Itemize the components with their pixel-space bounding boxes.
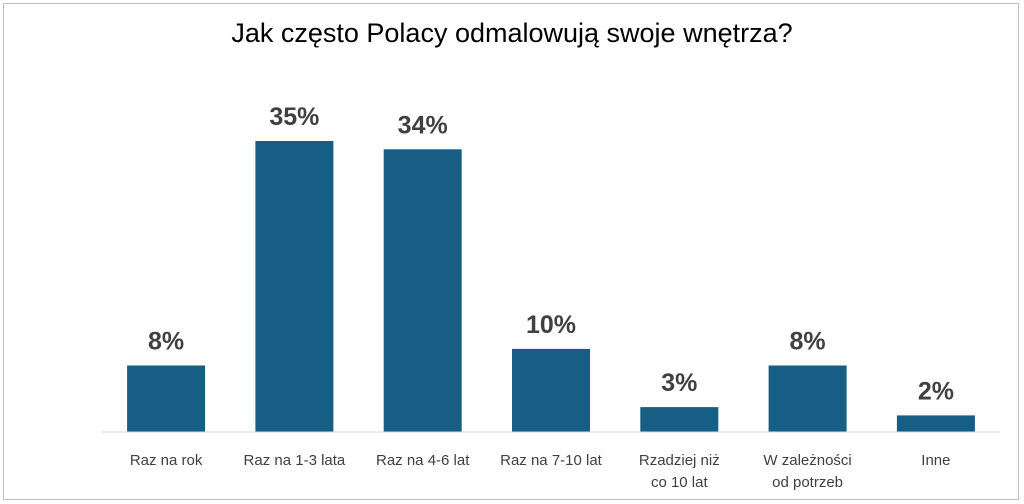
bar-4 [640, 407, 719, 432]
chart-title: Jak często Polacy odmalowują swoje wnętr… [231, 18, 793, 48]
category-label-3: Raz na 7-10 lat [500, 452, 603, 469]
bar-2 [383, 149, 462, 433]
category-label-0: Raz na rok [130, 452, 203, 469]
category-label-5-line-0: W zależności [763, 452, 851, 469]
value-label-5: 8% [790, 328, 826, 356]
category-label-1: Raz na 1-3 lata [244, 452, 346, 469]
bar-0 [127, 365, 206, 432]
category-label-6: Inne [921, 452, 950, 469]
value-label-4: 3% [661, 369, 697, 397]
value-label-3: 10% [526, 311, 576, 339]
category-label-4-line-1: co 10 lat [651, 474, 709, 491]
value-label-6: 2% [918, 377, 954, 405]
bar-3 [512, 348, 590, 432]
bar-6 [896, 415, 975, 432]
category-label-4-line-0: Rzadziej niż [639, 452, 720, 469]
category-label-2: Raz na 4-6 lat [376, 452, 470, 469]
category-label-5-line-1: od potrzeb [772, 474, 843, 491]
value-label-2: 34% [398, 111, 448, 139]
bar-5 [768, 365, 847, 432]
value-label-0: 8% [148, 328, 184, 356]
bar-1 [255, 141, 334, 432]
value-label-1: 35% [269, 103, 319, 131]
